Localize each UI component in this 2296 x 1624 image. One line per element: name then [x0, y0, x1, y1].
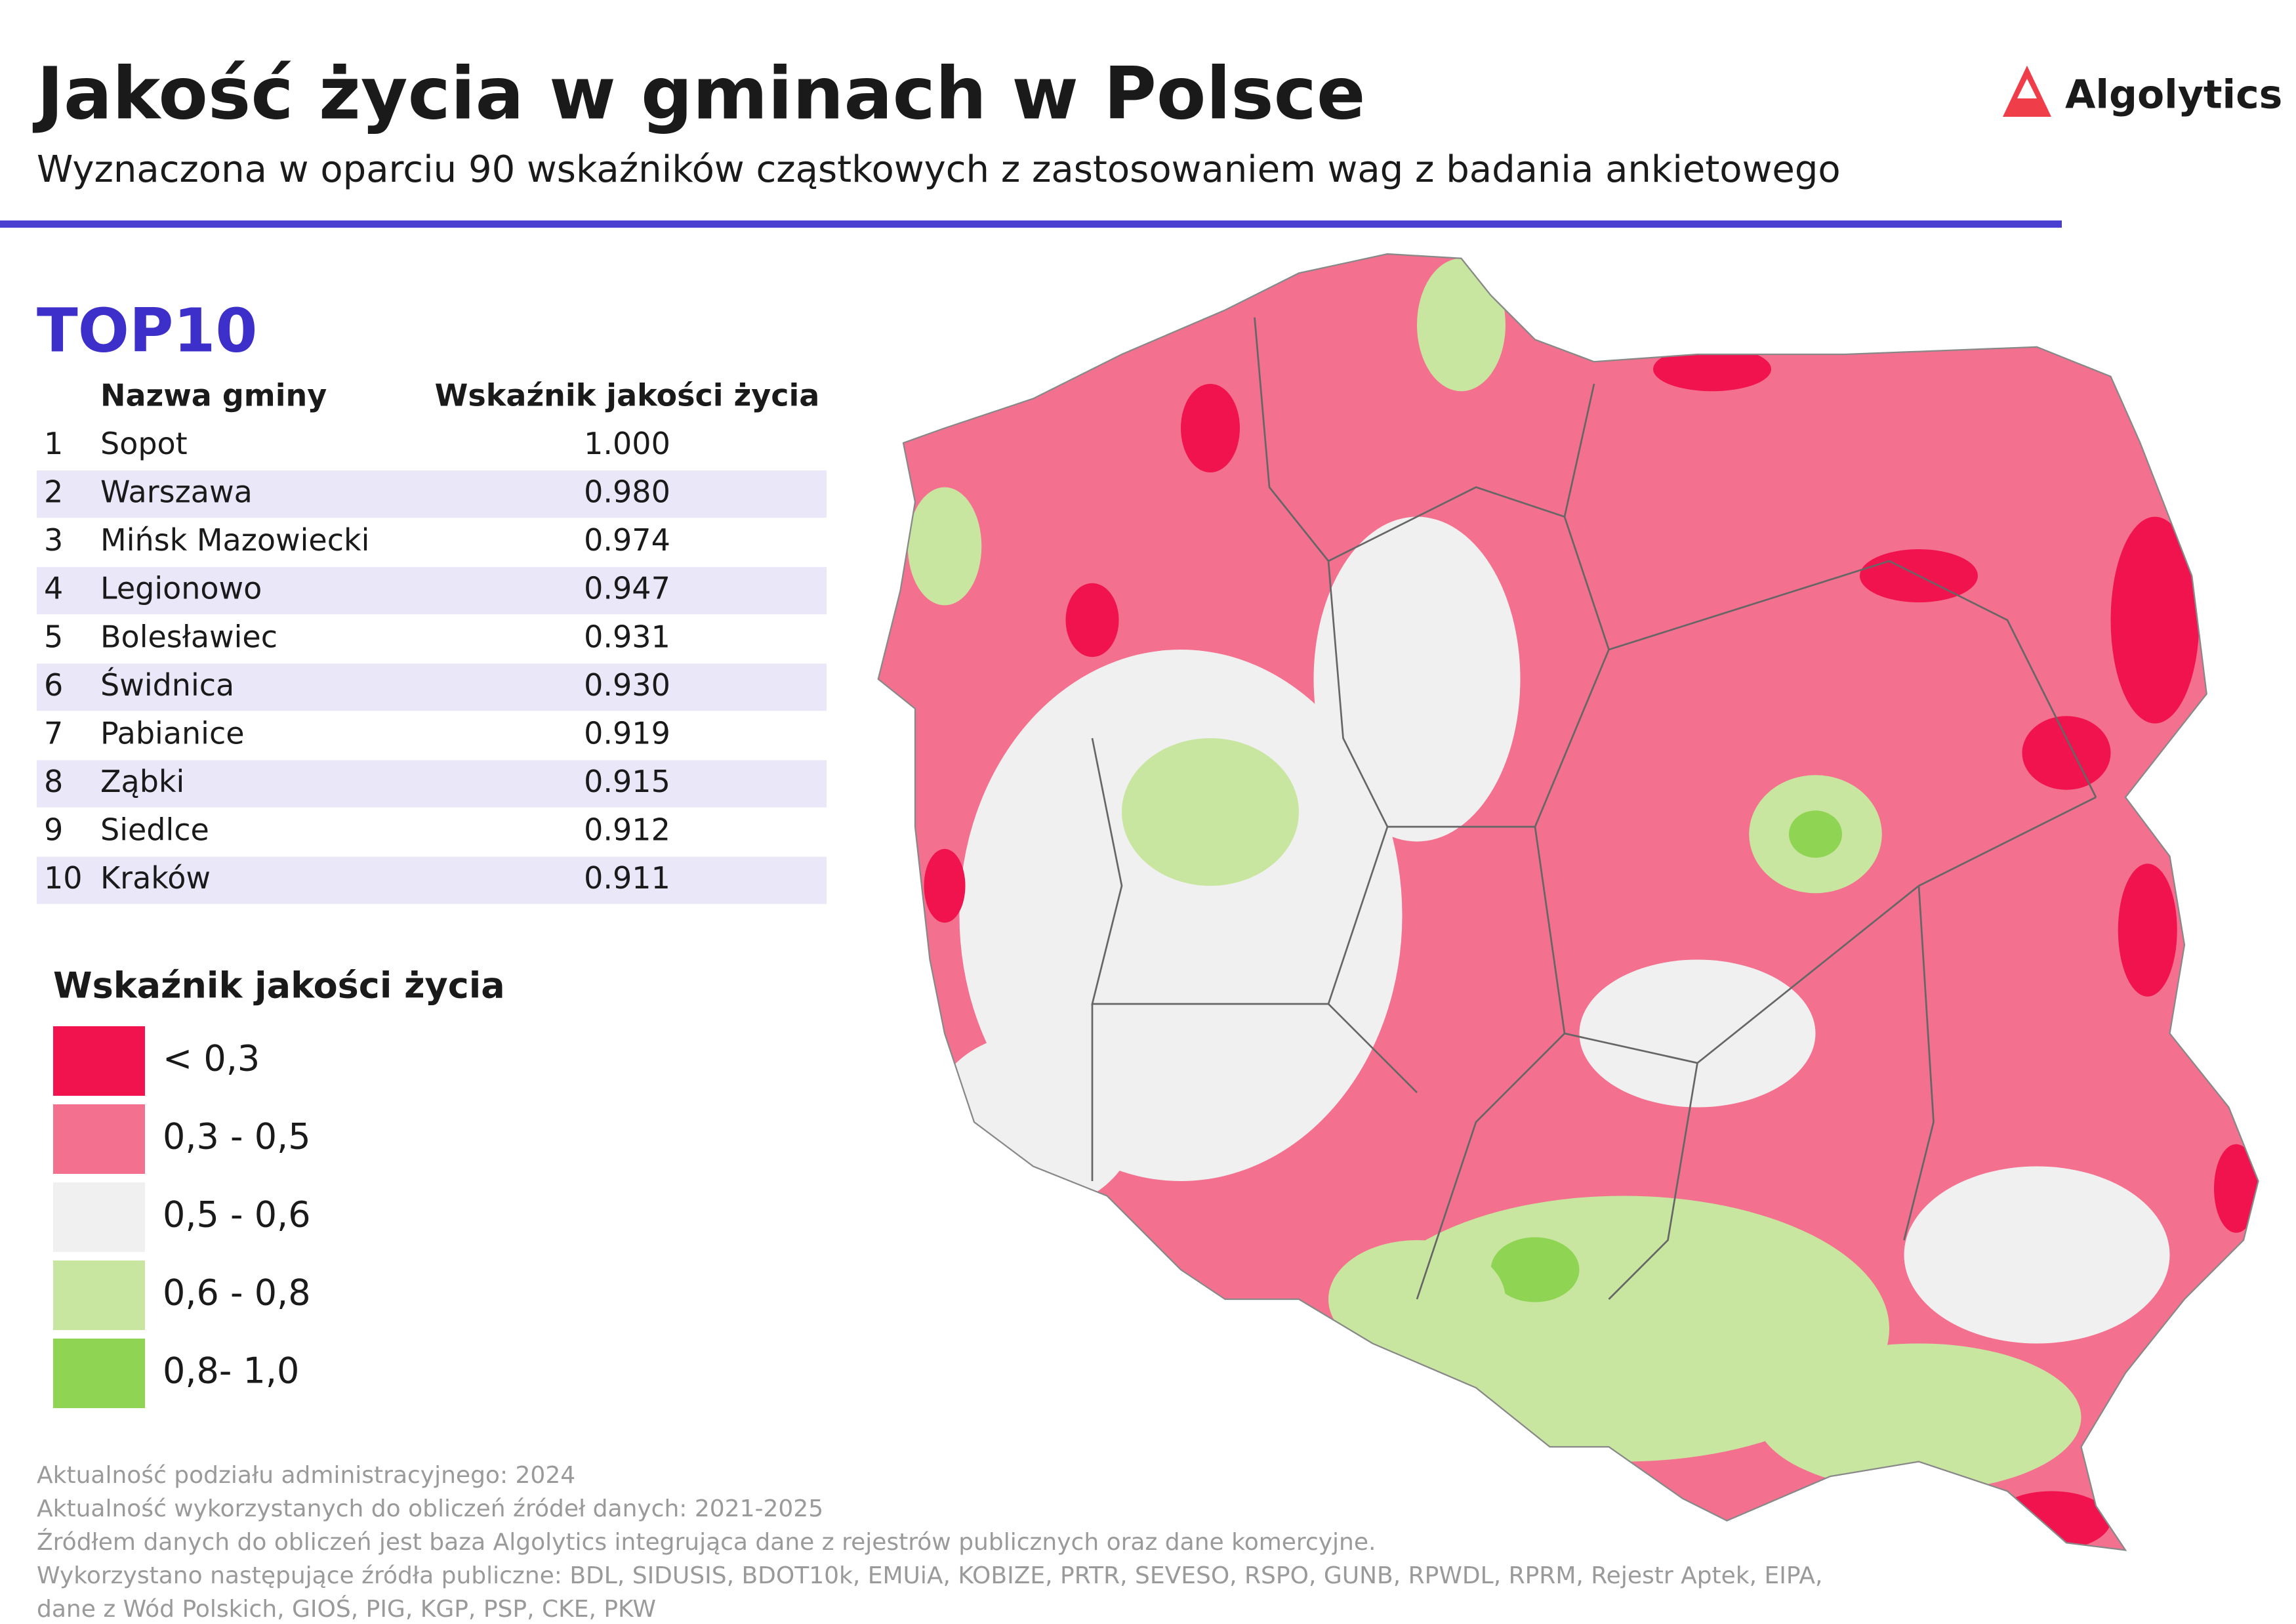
rank: 1	[44, 426, 63, 461]
divider	[0, 220, 2062, 228]
map	[877, 253, 2259, 1551]
voivodeship-borders	[1091, 317, 2097, 1300]
rank: 9	[44, 812, 63, 848]
map-region	[1992, 1491, 2111, 1551]
municipality: Bolesławiec	[100, 619, 277, 654]
score: 0.912	[584, 812, 670, 848]
row-shade	[37, 760, 827, 808]
rank: 5	[44, 619, 63, 654]
map-region	[1904, 1166, 2170, 1344]
score: 0.919	[584, 715, 670, 751]
legend-swatch	[53, 1104, 145, 1174]
legend-label: 0,5 - 0,6	[163, 1194, 311, 1236]
map-region	[1313, 516, 1521, 842]
row-shade	[37, 663, 827, 711]
column-header: Nazwa gminy	[100, 378, 327, 413]
score: 0.974	[584, 522, 670, 558]
map-region	[2022, 716, 2111, 790]
rank: 2	[44, 474, 63, 510]
legend-title: Wskaźnik jakości życia	[53, 965, 505, 1007]
municipality: Legionowo	[100, 571, 262, 606]
map-region	[2214, 1144, 2259, 1233]
map-fill	[878, 254, 2259, 1551]
map-region	[930, 1033, 1137, 1211]
footnote: Aktualność podziału administracyjnego: 2…	[37, 1462, 575, 1489]
ranking-table: 1 Sopot 1.000 2 Warszawa 0.980 3 Mińsk Mazowiec…	[37, 426, 827, 904]
logo-text: Algolytics	[2065, 72, 2282, 118]
map-region	[1756, 1343, 2081, 1491]
rank: 7	[44, 715, 63, 751]
municipality: Warszawa	[100, 474, 253, 510]
municipality: Kraków	[100, 860, 211, 896]
map-region	[1490, 1237, 1580, 1302]
rank: 10	[44, 860, 83, 896]
footnote: dane z Wód Polskich, GIOŚ, PIG, KGP, PSP…	[37, 1595, 656, 1623]
subtitle: Wyznaczona w oparciu 90 wskaźników cząst…	[37, 148, 1841, 191]
legend-swatch	[53, 1260, 145, 1330]
footnote: Aktualność wykorzystanych do obliczeń źr…	[37, 1495, 823, 1522]
map-region	[2110, 516, 2200, 724]
row-shade	[37, 470, 827, 518]
footer: Aktualność podziału administracyjnego: 2…	[37, 1462, 1822, 1623]
row-shade	[37, 567, 827, 615]
map-region	[1653, 346, 1771, 392]
footnote: Źródłem danych do obliczeń jest baza Alg…	[37, 1528, 1376, 1556]
municipality: Mińsk Mazowiecki	[100, 522, 369, 558]
municipality: Świdnica	[100, 667, 234, 703]
map-region	[1065, 583, 1119, 657]
score: 0.947	[584, 571, 670, 606]
legend-label: < 0,3	[163, 1038, 260, 1079]
map-region	[2118, 864, 2177, 997]
row-shade	[37, 856, 827, 904]
municipality: Ząbki	[100, 764, 184, 799]
logo-icon-cut	[2017, 79, 2037, 98]
municipality: Pabianice	[100, 715, 245, 751]
legend-label: 0,3 - 0,5	[163, 1116, 311, 1157]
map-outline	[877, 253, 2259, 1551]
municipality: Siedlce	[100, 812, 209, 848]
map-region	[1122, 738, 1299, 886]
score: 0.931	[584, 619, 670, 654]
municipality: Sopot	[100, 426, 188, 461]
legend: < 0,3 0,3 - 0,5 0,5 - 0,6 0,6 - 0,8 0,8- 1,0	[53, 1026, 311, 1408]
map-region	[1579, 959, 1816, 1108]
footnote: Wykorzystano następujące źródła publiczn…	[37, 1562, 1822, 1589]
score: 0.911	[584, 860, 670, 896]
table-title: TOP10	[37, 295, 257, 365]
title: Jakość życia w gminach w Polsce	[32, 51, 1366, 135]
legend-swatch	[53, 1182, 145, 1252]
legend-label: 0,8- 1,0	[163, 1350, 299, 1392]
score: 1.000	[584, 426, 670, 461]
score: 0.915	[584, 764, 670, 799]
legend-swatch	[53, 1339, 145, 1408]
rank: 3	[44, 522, 63, 558]
legend-swatch	[53, 1026, 145, 1096]
rank: 6	[44, 667, 63, 703]
map-region	[1789, 810, 1842, 858]
map-region	[1181, 384, 1240, 472]
rank: 4	[44, 571, 63, 606]
rank: 8	[44, 764, 63, 799]
map-region	[907, 487, 982, 606]
column-header: Wskaźnik jakości życia	[435, 378, 820, 413]
map-region	[1417, 258, 1506, 392]
map-region	[924, 848, 966, 923]
score: 0.930	[584, 667, 670, 703]
map-region	[1358, 1196, 1889, 1462]
legend-label: 0,6 - 0,8	[163, 1272, 311, 1314]
score: 0.980	[584, 474, 670, 510]
